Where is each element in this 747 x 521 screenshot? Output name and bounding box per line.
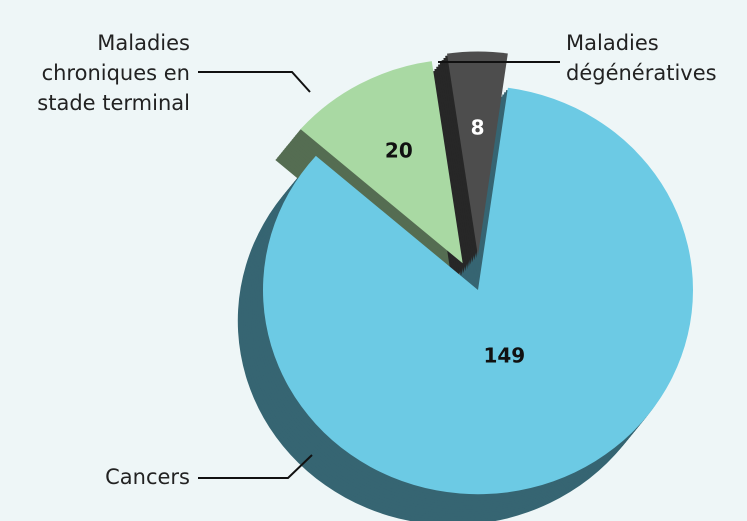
category-label: Maladies chroniques en stade terminal [37, 31, 190, 115]
value-label: 149 [483, 343, 525, 367]
slice [446, 51, 508, 256]
leader-line [198, 71, 311, 93]
value-label: 20 [385, 139, 413, 163]
category-label: Maladies dégénératives [566, 31, 717, 85]
slice-faces [263, 51, 693, 495]
category-label: Cancers [105, 465, 190, 489]
slice [263, 87, 693, 495]
value-label: 8 [471, 116, 485, 140]
value-labels: 149 20 8 [385, 116, 525, 368]
slice [300, 61, 463, 264]
leader-line [198, 454, 313, 479]
